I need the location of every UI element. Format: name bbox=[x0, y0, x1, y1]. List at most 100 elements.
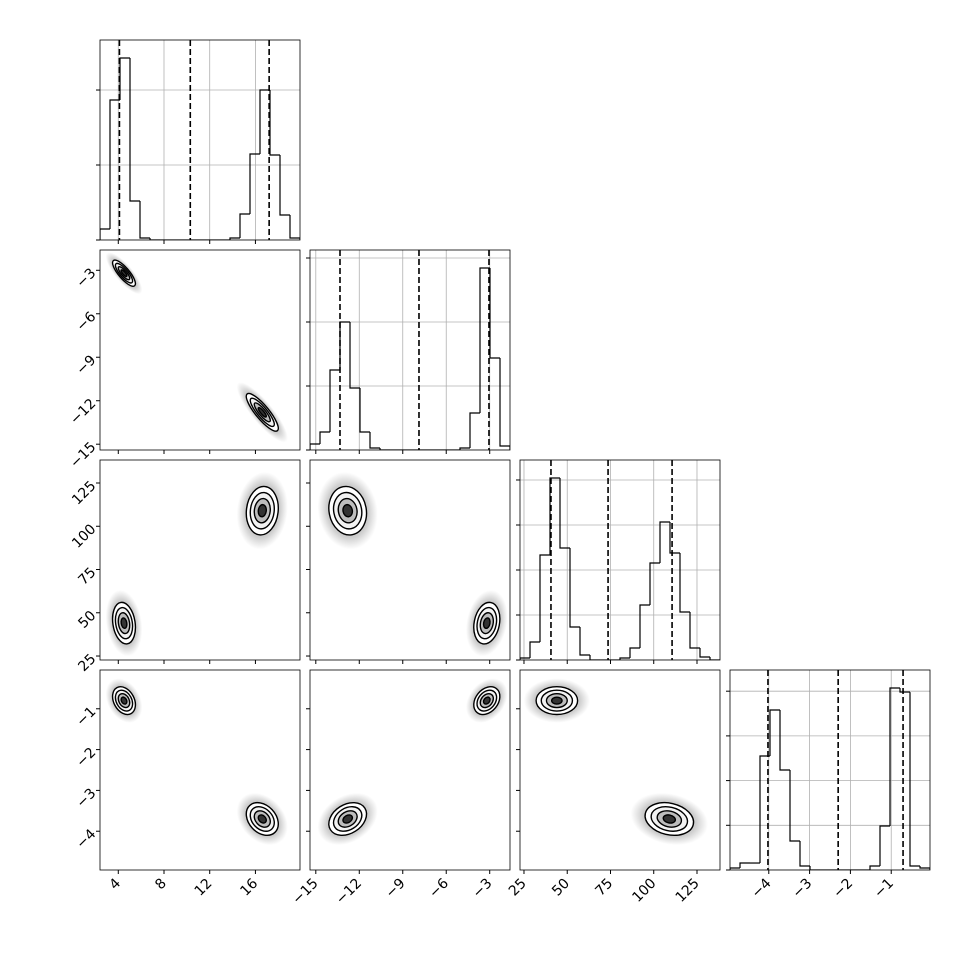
x-tick-label: −12 bbox=[333, 876, 365, 908]
y-tick-label: 50 bbox=[75, 608, 99, 632]
histogram-step bbox=[499, 357, 510, 450]
histogram-step bbox=[909, 692, 920, 867]
histogram-step bbox=[349, 322, 360, 389]
y-tick-label: −9 bbox=[73, 352, 99, 378]
contour bbox=[120, 617, 128, 630]
y-tick-label: 25 bbox=[75, 651, 99, 675]
histogram-step bbox=[779, 709, 790, 771]
histogram-step bbox=[539, 554, 550, 642]
panel bbox=[105, 471, 288, 657]
histogram-step bbox=[639, 604, 650, 648]
x-tick-label: 4 bbox=[106, 875, 124, 893]
panel-frame bbox=[519, 459, 721, 661]
histogram-step bbox=[919, 866, 930, 870]
panel bbox=[730, 670, 930, 870]
y-tick-label: 100 bbox=[69, 521, 99, 551]
y-tick-label: −1 bbox=[73, 704, 99, 730]
histogram-step bbox=[520, 657, 530, 660]
histogram-step bbox=[310, 443, 320, 450]
x-tick-label: 8 bbox=[152, 876, 170, 894]
x-tick-label: 12 bbox=[192, 876, 216, 900]
histogram-step bbox=[699, 647, 710, 658]
panel bbox=[310, 250, 510, 450]
histogram-step bbox=[730, 867, 740, 870]
histogram-step bbox=[879, 825, 890, 867]
contour bbox=[257, 503, 267, 518]
histogram-step bbox=[139, 201, 150, 239]
x-tick-label: −3 bbox=[790, 876, 816, 902]
histogram-step bbox=[889, 687, 900, 827]
histogram-step bbox=[669, 521, 680, 554]
histogram-step bbox=[809, 866, 820, 870]
histogram-step bbox=[289, 215, 300, 240]
x-tick-label: 16 bbox=[237, 875, 261, 899]
histogram-step bbox=[769, 709, 780, 757]
histogram-step bbox=[359, 387, 370, 433]
histogram-step bbox=[789, 770, 800, 842]
y-tick-label: −4 bbox=[73, 826, 99, 852]
histogram-step bbox=[369, 432, 380, 449]
histogram-step bbox=[239, 213, 250, 238]
x-tick-label: −9 bbox=[383, 876, 409, 902]
panel bbox=[317, 678, 508, 846]
panel-frame bbox=[99, 39, 301, 241]
histogram-step bbox=[259, 89, 270, 154]
histogram-step bbox=[379, 448, 390, 450]
contour bbox=[482, 696, 491, 705]
histogram-step bbox=[119, 57, 130, 100]
x-tick-label: 50 bbox=[549, 876, 573, 900]
histogram-step bbox=[249, 153, 260, 214]
histogram-step bbox=[869, 865, 880, 870]
histogram-step bbox=[619, 657, 630, 660]
histogram-step bbox=[549, 477, 560, 556]
histogram-step bbox=[459, 447, 470, 450]
x-tick-label: 25 bbox=[506, 876, 530, 900]
contour bbox=[342, 503, 354, 518]
contour bbox=[120, 696, 128, 705]
histogram-step bbox=[339, 321, 350, 370]
contour bbox=[662, 814, 677, 824]
panel-frame bbox=[309, 669, 511, 871]
histogram-step bbox=[659, 521, 670, 563]
panel bbox=[100, 40, 300, 240]
histogram-step bbox=[319, 431, 330, 444]
x-tick-label: 75 bbox=[592, 876, 616, 900]
y-tick-label: −3 bbox=[73, 265, 99, 291]
histogram-step bbox=[649, 562, 660, 606]
y-tick-label: −3 bbox=[73, 785, 99, 811]
panel bbox=[105, 252, 288, 443]
panel bbox=[523, 678, 709, 846]
x-tick-label: −4 bbox=[749, 875, 775, 901]
panel bbox=[317, 471, 508, 657]
histogram-step bbox=[269, 90, 280, 156]
y-tick-label: −15 bbox=[67, 439, 99, 471]
y-tick-label: −6 bbox=[73, 309, 99, 335]
histogram-step bbox=[709, 656, 720, 660]
histogram-step bbox=[469, 412, 480, 449]
histogram-step bbox=[229, 237, 240, 240]
histogram-step bbox=[329, 369, 340, 433]
y-tick-label: 125 bbox=[69, 478, 99, 508]
histogram-step bbox=[109, 99, 120, 229]
histogram-step bbox=[679, 552, 690, 613]
histogram-step bbox=[489, 267, 500, 359]
histogram-step bbox=[279, 155, 290, 216]
histogram-step bbox=[689, 611, 700, 649]
contour bbox=[550, 696, 563, 705]
panel bbox=[520, 460, 720, 660]
x-tick-label: 100 bbox=[629, 876, 659, 906]
contour bbox=[257, 406, 267, 418]
histogram-step bbox=[149, 237, 160, 240]
x-tick-label: −1 bbox=[871, 876, 897, 902]
panel-frame bbox=[99, 669, 301, 871]
histogram-step bbox=[759, 755, 770, 864]
y-tick-label: 75 bbox=[75, 565, 99, 589]
histogram-step bbox=[579, 627, 590, 656]
y-tick-label: −2 bbox=[73, 745, 99, 771]
histogram-step bbox=[100, 228, 110, 240]
panel-frame bbox=[309, 459, 511, 661]
x-tick-label: −6 bbox=[426, 875, 452, 901]
panel-frame bbox=[99, 249, 301, 451]
y-tick-label: −12 bbox=[67, 396, 99, 428]
